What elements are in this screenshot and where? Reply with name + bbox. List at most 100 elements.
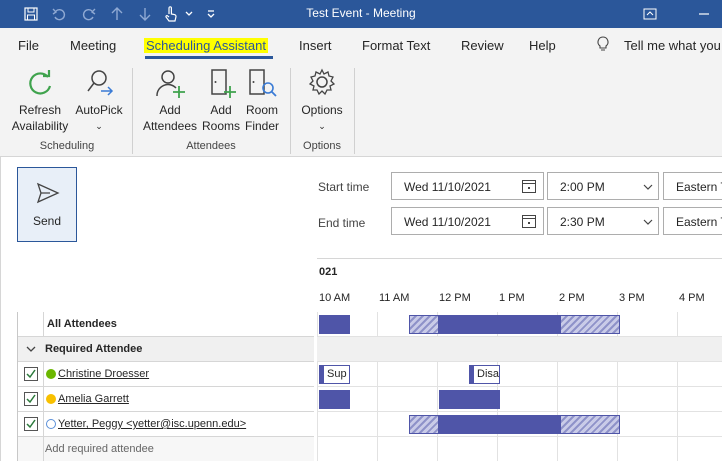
- timeline-row[interactable]: [317, 412, 722, 437]
- list-item: Yetter, Peggy <yetter@isc.upenn.edu>: [18, 412, 314, 437]
- left-border: [0, 157, 1, 461]
- unknown-status-icon: [46, 419, 56, 429]
- tentative-block[interactable]: [409, 415, 439, 434]
- add-room-icon: [211, 69, 236, 98]
- arrow-up-icon[interactable]: [106, 4, 128, 24]
- redo-icon[interactable]: [78, 4, 100, 24]
- attendee-list: All Attendees Required Attendee Christin…: [17, 312, 314, 461]
- tentative-block[interactable]: [560, 315, 620, 334]
- attendees-group-label: Attendees: [186, 140, 236, 152]
- end-timezone-select[interactable]: Eastern T: [663, 207, 722, 235]
- autopick-button[interactable]: AutoPick ⌄: [72, 66, 126, 134]
- add-rooms-label-1: Add: [210, 103, 232, 117]
- start-date-field[interactable]: Wed 11/10/2021: [391, 172, 544, 200]
- attendee-checkbox[interactable]: [24, 417, 38, 431]
- hour-label: 10 AM: [319, 292, 351, 304]
- timeline-date: 021: [319, 266, 338, 278]
- refresh-availability-button[interactable]: Refresh Availability: [8, 66, 72, 134]
- appointment-block[interactable]: Disa: [469, 365, 500, 384]
- add-attendees-label-1: Add: [159, 103, 181, 117]
- end-date-field[interactable]: Wed 11/10/2021: [391, 207, 544, 235]
- timeline-row[interactable]: [317, 362, 722, 387]
- required-attendee-group[interactable]: Required Attendee: [18, 337, 314, 362]
- tell-me-search[interactable]: Tell me what you: [624, 38, 721, 53]
- end-time-value: 2:30 PM: [560, 215, 605, 229]
- attendee-checkbox[interactable]: [24, 392, 38, 406]
- send-icon: [36, 182, 60, 204]
- calendar-icon[interactable]: [521, 178, 537, 194]
- room-finder-label-1: Room: [245, 103, 278, 117]
- busy-block[interactable]: [439, 415, 560, 434]
- add-required-attendee-input[interactable]: Add required attendee: [45, 443, 154, 455]
- tentative-block[interactable]: [560, 415, 620, 434]
- timeline-row[interactable]: [317, 437, 722, 461]
- options-group-label: Options: [303, 140, 341, 152]
- room-finder-label-2: Finder: [244, 119, 279, 133]
- ribbon-display-options-icon[interactable]: [640, 4, 660, 24]
- timeline-top-border: [317, 258, 722, 259]
- chevron-down-icon: [638, 208, 658, 234]
- hour-label: 4 PM: [679, 292, 705, 304]
- ribbon: Refresh Availability AutoPick ⌄ Scheduli…: [0, 62, 722, 157]
- end-time-select[interactable]: 2:30 PM: [547, 207, 659, 235]
- attendee-name[interactable]: Amelia Garrett: [58, 393, 129, 405]
- scheduling-group-label: Scheduling: [39, 140, 95, 152]
- busy-block[interactable]: [319, 315, 350, 334]
- start-time-select[interactable]: 2:00 PM: [547, 172, 659, 200]
- tab-help[interactable]: Help: [529, 38, 556, 53]
- timeline-row[interactable]: [317, 387, 722, 412]
- room-finder-button[interactable]: Room Finder: [242, 66, 282, 134]
- calendar-icon[interactable]: [521, 213, 537, 229]
- chevron-down-icon: [638, 173, 658, 199]
- undo-icon[interactable]: [48, 4, 70, 24]
- start-time-value: 2:00 PM: [560, 180, 605, 194]
- touch-mode-icon[interactable]: [160, 4, 182, 24]
- tab-insert[interactable]: Insert: [299, 38, 332, 53]
- hour-label: 12 PM: [439, 292, 471, 304]
- add-attendees-label-2: Attendees: [142, 119, 198, 133]
- end-time-label: End time: [318, 216, 366, 230]
- arrow-down-icon[interactable]: [134, 4, 156, 24]
- hour-label: 3 PM: [619, 292, 645, 304]
- column-divider: [43, 312, 44, 337]
- appointment-block[interactable]: Sup: [319, 365, 350, 384]
- customize-qat-icon[interactable]: [200, 4, 222, 24]
- hour-label: 1 PM: [499, 292, 525, 304]
- group-separator: [132, 68, 133, 154]
- save-icon[interactable]: [20, 4, 42, 24]
- tab-file[interactable]: File: [18, 38, 39, 53]
- tentative-block[interactable]: [409, 315, 439, 334]
- busy-block[interactable]: [319, 390, 350, 409]
- attendee-checkbox[interactable]: [24, 367, 38, 381]
- add-person-icon: [156, 70, 185, 98]
- busy-block[interactable]: [439, 315, 560, 334]
- autopick-label: AutoPick: [75, 103, 123, 117]
- add-attendees-button[interactable]: Add Attendees: [140, 66, 200, 134]
- available-status-icon: [46, 369, 56, 379]
- hour-label: 2 PM: [559, 292, 585, 304]
- timeline-row-all[interactable]: [317, 312, 722, 337]
- tab-review[interactable]: Review: [461, 38, 504, 53]
- busy-block[interactable]: [439, 390, 500, 409]
- add-rooms-button[interactable]: Add Rooms: [202, 66, 240, 134]
- options-button[interactable]: Options ⌄: [296, 66, 348, 134]
- list-item: Amelia Garrett: [18, 387, 314, 412]
- tab-format-text[interactable]: Format Text: [362, 38, 431, 53]
- qat-dropdown-icon[interactable]: [178, 4, 200, 24]
- away-status-icon: [46, 394, 56, 404]
- window-title: Test Event - Meeting: [306, 6, 416, 20]
- add-attendee-row[interactable]: Add required attendee: [18, 437, 314, 461]
- attendee-name[interactable]: Yetter, Peggy <yetter@isc.upenn.edu>: [58, 418, 247, 430]
- lightbulb-icon: [596, 36, 610, 55]
- tab-scheduling-assistant[interactable]: Scheduling Assistant: [144, 38, 268, 53]
- start-timezone-value: Eastern T: [676, 180, 722, 194]
- attendee-name[interactable]: Christine Droesser: [58, 368, 150, 380]
- group-separator: [290, 68, 291, 154]
- start-timezone-select[interactable]: Eastern T: [663, 172, 722, 200]
- send-button[interactable]: Send: [17, 167, 77, 242]
- send-label: Send: [32, 214, 62, 228]
- tab-meeting[interactable]: Meeting: [70, 38, 117, 53]
- chevron-down-icon[interactable]: [26, 343, 36, 357]
- end-date-value: Wed 11/10/2021: [404, 215, 491, 229]
- minimize-icon[interactable]: [694, 4, 714, 24]
